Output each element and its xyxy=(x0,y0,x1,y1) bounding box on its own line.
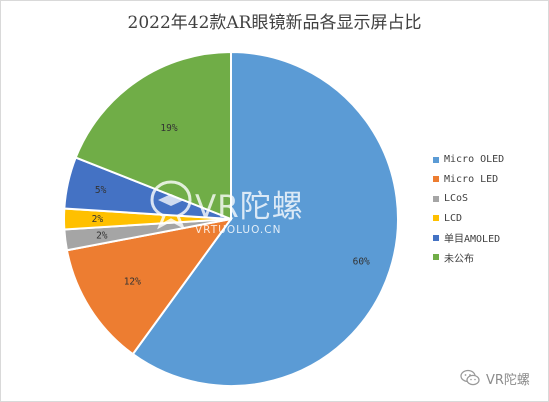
legend-item-5: 未公布 xyxy=(433,248,543,268)
legend-swatch-3 xyxy=(433,215,439,222)
legend-label-3: LCD xyxy=(444,212,463,224)
legend-label-5: 未公布 xyxy=(444,253,474,265)
watermark-corner-text: VR陀螺 xyxy=(486,372,530,388)
legend-item-4: 单目AMOLED xyxy=(433,228,543,248)
legend-item-0: Micro OLED xyxy=(433,150,543,170)
legend-label-4: 单目AMOLED xyxy=(444,234,501,246)
chart-title: 2022年42款AR眼镜新品各显示屏占比 xyxy=(127,13,422,33)
pie-data-labels: 60% 12% 2% 2% 5% 19% xyxy=(92,123,370,288)
pie-slice-1 xyxy=(65,217,234,356)
legend-item-3: LCD xyxy=(433,209,543,229)
legend-item-1: Micro LED xyxy=(433,170,543,190)
pie-data-label-4: 5% xyxy=(95,185,107,196)
pie-data-label-2: 2% xyxy=(96,230,108,241)
pie-slice-0 xyxy=(131,50,399,387)
legend-item-2: LCoS xyxy=(433,189,543,209)
pie-data-label-3: 2% xyxy=(92,214,104,225)
chart-legend: Micro OLED Micro LED LCoS LCD 单目AMOLED 未公布 xyxy=(433,150,543,267)
legend-label-0: Micro OLED xyxy=(444,154,505,166)
pie-slices xyxy=(63,50,399,387)
pie-data-label-0: 60% xyxy=(353,256,370,267)
wechat-icon xyxy=(460,369,480,386)
pie-slice-5 xyxy=(74,50,232,221)
legend-swatch-4 xyxy=(433,234,439,241)
pie-data-label-1: 12% xyxy=(124,277,141,288)
pie-data-label-5: 19% xyxy=(160,123,177,134)
legend-swatch-1 xyxy=(433,176,439,183)
legend-swatch-5 xyxy=(433,254,439,261)
legend-swatch-2 xyxy=(433,195,439,202)
legend-label-2: LCoS xyxy=(444,193,469,205)
watermark-corner: VR陀螺 xyxy=(460,367,530,389)
legend-swatch-0 xyxy=(433,156,439,163)
legend-label-1: Micro LED xyxy=(444,173,499,185)
